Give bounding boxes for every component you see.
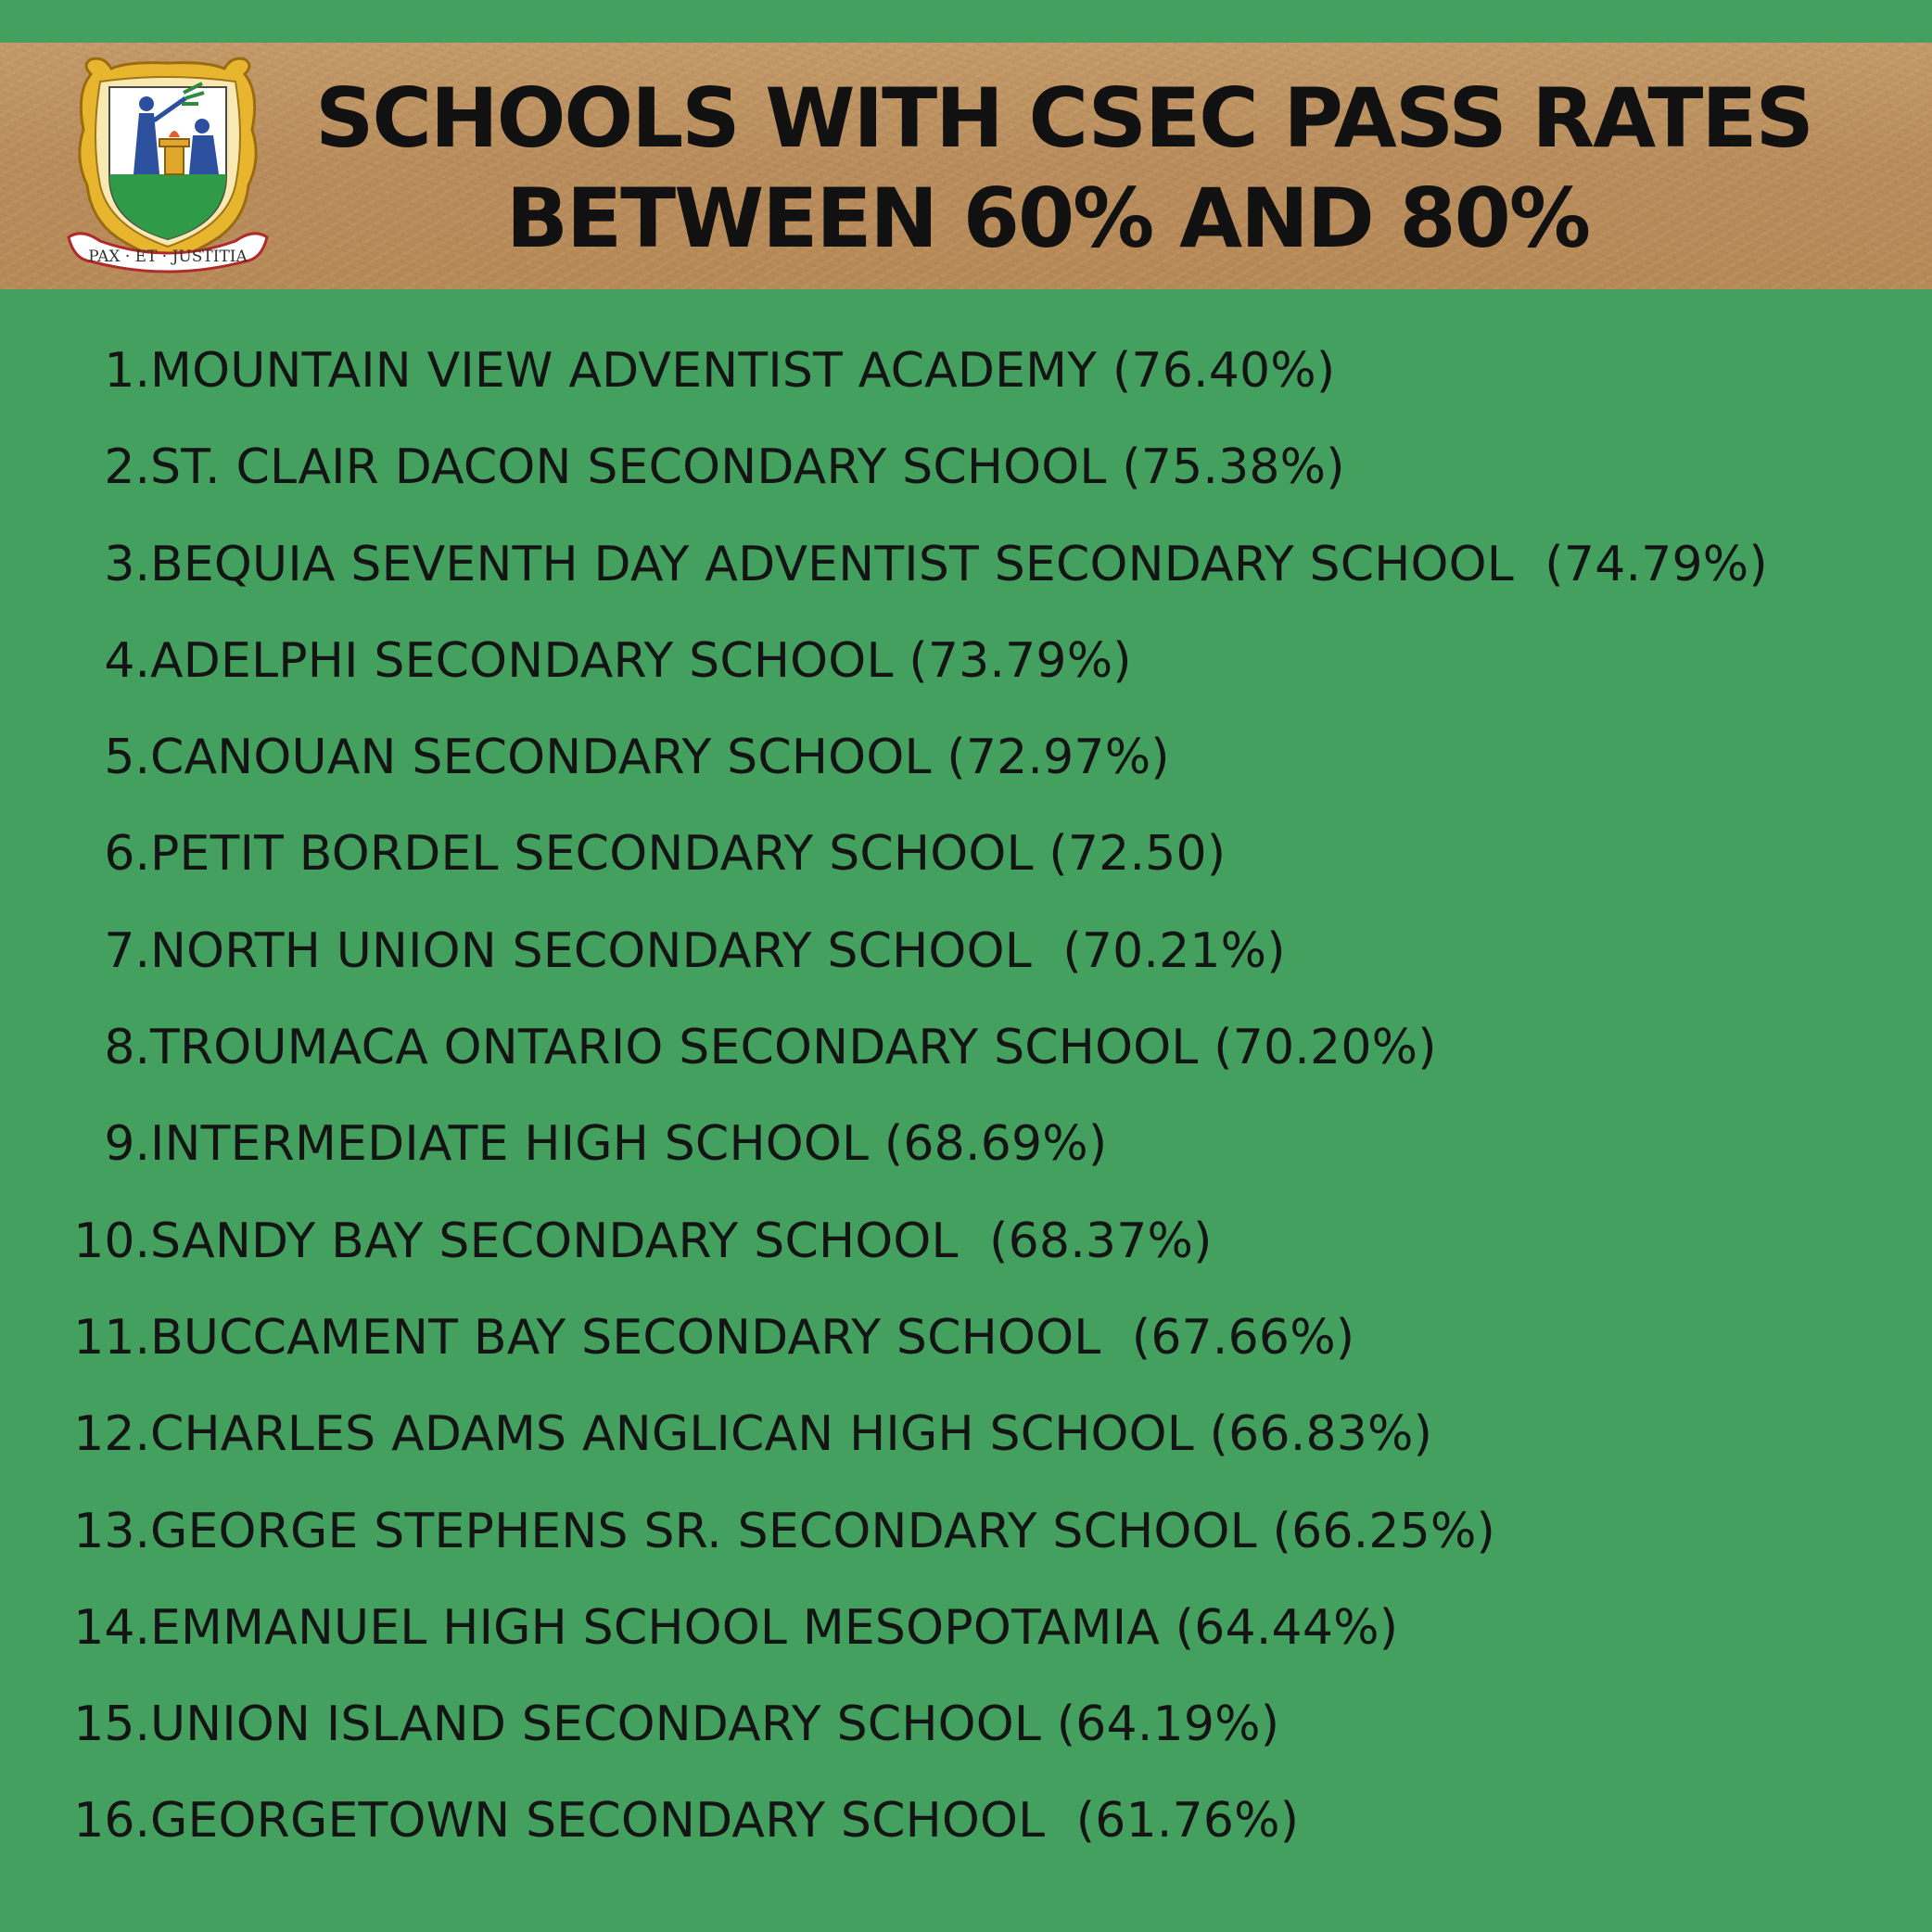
title-line-2: BETWEEN 60% AND 80% — [505, 171, 1591, 266]
item-text: SANDY BAY SECONDARY SCHOOL (68.37%) — [150, 1213, 1213, 1269]
svg-text:PAX · ET · JUSTITIA: PAX · ET · JUSTITIA — [88, 248, 248, 266]
list-item: 16. GEORGETOWN SECONDARY SCHOOL (61.76%) — [0, 1784, 1932, 1880]
item-number: 11. — [73, 1309, 150, 1366]
list-item: 13. GEORGE STEPHENS SR. SECONDARY SCHOOL … — [0, 1494, 1932, 1591]
item-text: CHARLES ADAMS ANGLICAN HIGH SCHOOL (66.8… — [150, 1406, 1433, 1463]
list-item: 9. INTERMEDIATE HIGH SCHOOL (68.69%) — [0, 1107, 1932, 1203]
item-text: BEQUIA SEVENTH DAY ADVENTIST SECONDARY S… — [150, 536, 1768, 592]
item-number: 9. — [104, 1116, 150, 1173]
item-number: 4. — [104, 632, 150, 689]
item-number: 12. — [73, 1406, 150, 1463]
list-item: 6. PETIT BORDEL SECONDARY SCHOOL (72.50) — [0, 817, 1932, 913]
item-number: 8. — [104, 1020, 150, 1076]
list-item: 3. BEQUIA SEVENTH DAY ADVENTIST SECONDARY… — [0, 527, 1932, 624]
item-number: 3. — [104, 536, 150, 592]
header-banner: PAX · ET · JUSTITIA SCHOOLS WITH CSEC PA… — [0, 43, 1932, 289]
title-line-1: SCHOOLS WITH CSEC PASS RATES — [315, 70, 1814, 166]
paper-texture — [0, 43, 1932, 289]
item-text: GEORGE STEPHENS SR. SECONDARY SCHOOL (66… — [150, 1503, 1496, 1559]
item-text: INTERMEDIATE HIGH SCHOOL (68.69%) — [150, 1116, 1108, 1173]
item-text: NORTH UNION SECONDARY SCHOOL (70.21%) — [150, 922, 1286, 979]
item-text: BUCCAMENT BAY SECONDARY SCHOOL (67.66%) — [150, 1309, 1355, 1366]
list-item: 14. EMMANUEL HIGH SCHOOL MESOPOTAMIA (64.… — [0, 1591, 1932, 1687]
list-item: 10. SANDY BAY SECONDARY SCHOOL (68.37%) — [0, 1204, 1932, 1301]
list-item: 7. NORTH UNION SECONDARY SCHOOL (70.21%) — [0, 914, 1932, 1010]
item-number: 2. — [104, 439, 150, 496]
list-item: 12. CHARLES ADAMS ANGLICAN HIGH SCHOOL (6… — [0, 1397, 1932, 1493]
list-item: 15. UNION ISLAND SECONDARY SCHOOL (64.19%… — [0, 1687, 1932, 1784]
list-item: 8. TROUMACA ONTARIO SECONDARY SCHOOL (70.… — [0, 1010, 1932, 1107]
item-number: 13. — [73, 1503, 150, 1559]
item-text: ADELPHI SECONDARY SCHOOL (73.79%) — [150, 632, 1132, 689]
school-list: 1. MOUNTAIN VIEW ADVENTIST ACADEMY (76.40… — [0, 334, 1932, 1881]
list-item: 2. ST. CLAIR DACON SECONDARY SCHOOL (75.3… — [0, 430, 1932, 527]
item-number: 1. — [104, 343, 150, 399]
item-text: TROUMACA ONTARIO SECONDARY SCHOOL (70.20… — [150, 1020, 1437, 1076]
page-title: SCHOOLS WITH CSEC PASS RATES BETWEEN 60%… — [315, 69, 1814, 269]
list-item: 5. CANOUAN SECONDARY SCHOOL (72.97%) — [0, 720, 1932, 817]
item-text: EMMANUEL HIGH SCHOOL MESOPOTAMIA (64.44%… — [150, 1599, 1399, 1656]
item-number: 14. — [73, 1599, 150, 1656]
item-text: UNION ISLAND SECONDARY SCHOOL (64.19%) — [150, 1697, 1280, 1753]
item-number: 7. — [104, 922, 150, 979]
item-text: ST. CLAIR DACON SECONDARY SCHOOL (75.38%… — [150, 439, 1345, 496]
item-number: 15. — [73, 1697, 150, 1753]
item-text: MOUNTAIN VIEW ADVENTIST ACADEMY (76.40%) — [150, 343, 1336, 399]
item-text: CANOUAN SECONDARY SCHOOL (72.97%) — [150, 730, 1170, 786]
item-text: PETIT BORDEL SECONDARY SCHOOL (72.50) — [150, 826, 1227, 883]
item-number: 16. — [73, 1793, 150, 1849]
coat-of-arms-icon: PAX · ET · JUSTITIA — [67, 57, 269, 273]
item-text: GEORGETOWN SECONDARY SCHOOL (61.76%) — [150, 1793, 1300, 1849]
item-number: 5. — [104, 730, 150, 786]
item-number: 10. — [73, 1213, 150, 1269]
item-number: 6. — [104, 826, 150, 883]
list-item: 11. BUCCAMENT BAY SECONDARY SCHOOL (67.66… — [0, 1301, 1932, 1397]
list-item: 4. ADELPHI SECONDARY SCHOOL (73.79%) — [0, 624, 1932, 720]
list-item: 1. MOUNTAIN VIEW ADVENTIST ACADEMY (76.40… — [0, 334, 1932, 430]
